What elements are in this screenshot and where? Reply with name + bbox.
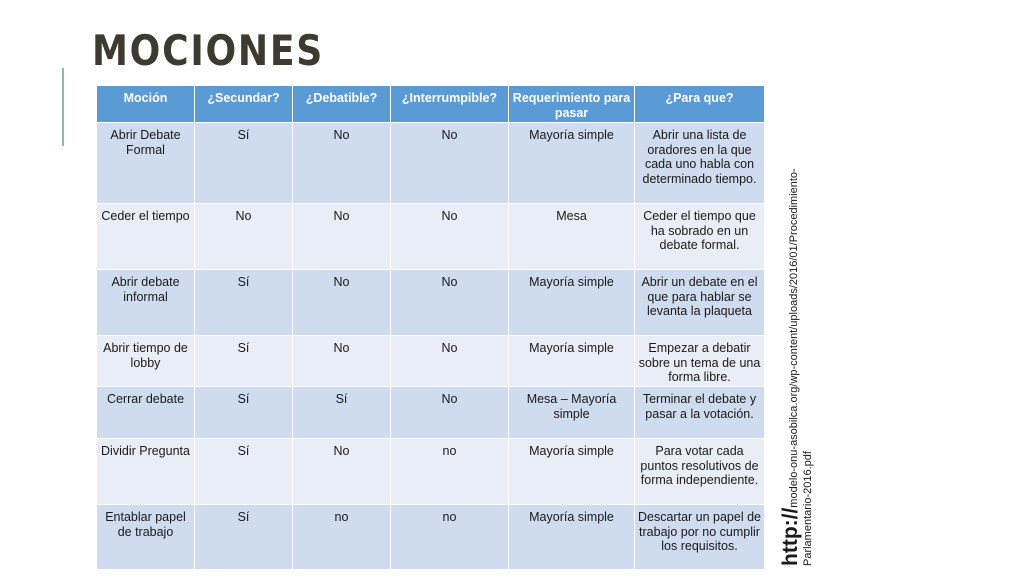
cell-mocion: Ceder el tiempo xyxy=(96,203,195,270)
cell-debatible: No xyxy=(292,438,391,505)
source-url: http://modelo-onu-asobilca.org/wp-conten… xyxy=(779,168,815,566)
cell-secundar: Sí xyxy=(194,269,293,336)
cell-requerimiento: Mesa – Mayoría simple xyxy=(508,386,635,439)
cell-para-que: Terminar el debate y pasar a la votación… xyxy=(634,386,765,439)
cell-debatible: Sí xyxy=(292,386,391,439)
cell-requerimiento: Mayoría simple xyxy=(508,122,635,204)
source-url-prefix: http:// xyxy=(779,507,802,566)
table-row: Abrir Debate Formal Sí No No Mayoría sim… xyxy=(96,122,765,204)
cell-interrumpible: no xyxy=(390,504,509,570)
cell-interrumpible: No xyxy=(390,203,509,270)
cell-para-que: Ceder el tiempo que ha sobrado en un deb… xyxy=(634,203,765,270)
cell-para-que: Empezar a debatir sobre un tema de una f… xyxy=(634,335,765,387)
header-secundar: ¿Secundar? xyxy=(194,85,293,123)
cell-secundar: Sí xyxy=(194,438,293,505)
cell-interrumpible: no xyxy=(390,438,509,505)
cell-requerimiento: Mayoría simple xyxy=(508,504,635,570)
table-row: Entablar papel de trabajo Sí no no Mayor… xyxy=(96,504,765,570)
cell-debatible: No xyxy=(292,335,391,387)
cell-secundar: Sí xyxy=(194,122,293,204)
cell-secundar: No xyxy=(194,203,293,270)
source-url-line2: Parlamentario-2016.pdf xyxy=(802,451,814,566)
cell-interrumpible: No xyxy=(390,269,509,336)
source-url-line1: modelo-onu-asobilca.org/wp-content/uploa… xyxy=(788,168,800,508)
table-row: Abrir tiempo de lobby Sí No No Mayoría s… xyxy=(96,335,765,387)
cell-mocion: Abrir Debate Formal xyxy=(96,122,195,204)
cell-debatible: No xyxy=(292,203,391,270)
cell-mocion: Entablar papel de trabajo xyxy=(96,504,195,570)
table-header-row: Moción ¿Secundar? ¿Debatible? ¿Interrump… xyxy=(96,85,765,123)
slide-title: MOCIONES xyxy=(92,26,324,75)
cell-debatible: No xyxy=(292,122,391,204)
cell-debatible: No xyxy=(292,269,391,336)
cell-para-que: Para votar cada puntos resolutivos de fo… xyxy=(634,438,765,505)
accent-line xyxy=(62,68,64,146)
cell-interrumpible: No xyxy=(390,122,509,204)
header-para-que: ¿Para que? xyxy=(634,85,765,123)
cell-secundar: Sí xyxy=(194,504,293,570)
header-interrumpible: ¿Interrumpible? xyxy=(390,85,509,123)
cell-secundar: Sí xyxy=(194,335,293,387)
cell-requerimiento: Mesa xyxy=(508,203,635,270)
cell-mocion: Dividir Pregunta xyxy=(96,438,195,505)
table-row: Abrir debate informal Sí No No Mayoría s… xyxy=(96,269,765,336)
header-debatible: ¿Debatible? xyxy=(292,85,391,123)
cell-requerimiento: Mayoría simple xyxy=(508,335,635,387)
cell-debatible: no xyxy=(292,504,391,570)
header-mocion: Moción xyxy=(96,85,195,123)
header-requerimiento: Requerimiento para pasar xyxy=(508,85,635,123)
cell-para-que: Descartar un papel de trabajo por no cum… xyxy=(634,504,765,570)
cell-secundar: Sí xyxy=(194,386,293,439)
cell-mocion: Abrir tiempo de lobby xyxy=(96,335,195,387)
table-row: Dividir Pregunta Sí No no Mayoría simple… xyxy=(96,438,765,505)
cell-para-que: Abrir una lista de oradores en la que ca… xyxy=(634,122,765,204)
cell-interrumpible: No xyxy=(390,386,509,439)
cell-interrumpible: No xyxy=(390,335,509,387)
cell-mocion: Abrir debate informal xyxy=(96,269,195,336)
cell-mocion: Cerrar debate xyxy=(96,386,195,439)
cell-para-que: Abrir un debate en el que para hablar se… xyxy=(634,269,765,336)
cell-requerimiento: Mayoría simple xyxy=(508,438,635,505)
motions-table: Moción ¿Secundar? ¿Debatible? ¿Interrump… xyxy=(96,85,765,570)
cell-requerimiento: Mayoría simple xyxy=(508,269,635,336)
table-row: Ceder el tiempo No No No Mesa Ceder el t… xyxy=(96,203,765,270)
table-row: Cerrar debate Sí Sí No Mesa – Mayoría si… xyxy=(96,386,765,439)
